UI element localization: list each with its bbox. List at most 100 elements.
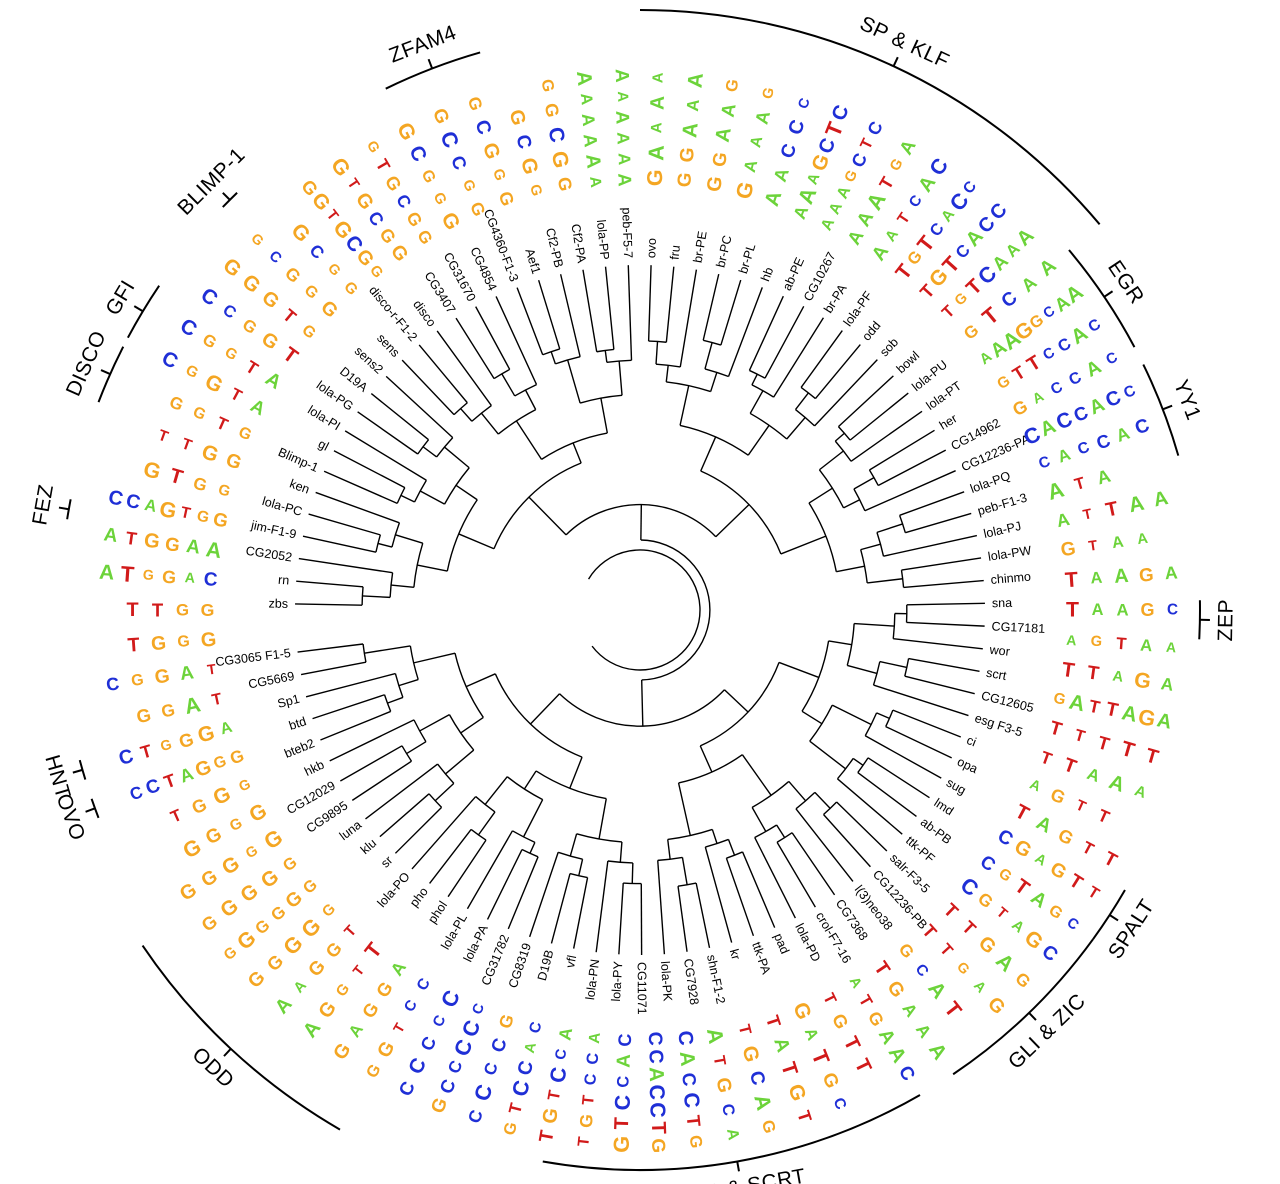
tree-branch [501,373,516,397]
tree-branch [843,499,860,509]
motif-letter: G [326,153,356,181]
motif-letter: G [159,699,176,721]
motif-letter: A [271,993,297,1018]
tree-branch [550,873,571,944]
motif-letter: A [770,166,793,185]
bracket-arc [127,285,160,339]
motif-letter: T [344,176,362,192]
motif-letter: A [833,183,854,202]
tree-branch [340,745,403,782]
family-label: SP & KLF [856,12,953,73]
motif-letter: A [898,1000,921,1021]
motif-letter: C [392,191,416,212]
motif-letter: T [168,806,185,827]
motif-letter: G [882,977,909,1002]
motif-letter: G [427,1095,452,1117]
motif-letter: T [1064,567,1079,592]
tree-branch [648,340,667,343]
tree-branch [704,846,733,943]
tree-branch [411,796,477,870]
motif-letter: T [1100,848,1120,872]
bracket-arc [97,346,125,403]
leaf-label: disco [410,298,439,330]
leaf-label: ken [288,477,312,497]
tree-branch [711,829,718,844]
tree-branch [834,432,845,442]
motif-letter: G [495,189,518,209]
leaf-label: br-PC [714,234,735,269]
tree-branch [906,602,985,606]
motif-letter: G [143,529,162,553]
motif-letter: A [204,537,223,563]
motif-letter: G [316,297,341,322]
motif-letter: T [1073,726,1088,746]
motif-letter: G [257,865,283,893]
motif-letter: C [404,1054,431,1078]
tree-branch [600,398,609,434]
leaf-label: CG17181 [991,619,1045,635]
motif-letter: G [1133,668,1153,694]
motif-letter: A [1164,562,1178,583]
leaf-label: bteb2 [282,736,316,761]
leaf-label: Cf2-PA [568,223,588,265]
family-label: ZFAM4 [386,21,460,68]
motif-letter: G [301,282,322,303]
bracket-tick [892,56,899,67]
motif-letter: C [544,125,569,144]
motif-letter: A [1055,445,1073,467]
motif-letter: A [1027,777,1043,796]
motif-letter: G [298,322,318,343]
tree-branch [598,798,607,840]
motif-letter: A [586,175,604,188]
tree-branch [814,344,861,400]
motif-letter: A [761,188,787,209]
motif-letter: G [677,146,699,163]
tree-branch [524,389,537,410]
leaf-label: fru [668,244,683,260]
tree-branch [566,359,581,404]
tree-branch [572,442,582,464]
tree-branch [351,760,412,801]
motif-letter: T [710,1054,729,1067]
tree-branch [702,273,720,341]
bracket-arc [542,1094,921,1171]
motif-letter: A [612,110,633,124]
bracket-arc [66,499,72,520]
motif-letter: G [198,866,222,892]
motif-letter: C [364,208,388,230]
motif-letter: G [1138,564,1154,586]
motif-letter: G [430,190,449,207]
motif-letter: A [1008,917,1027,936]
motif-letter: G [189,794,210,818]
motif-letter: G [257,328,282,355]
tree-branch [749,369,766,379]
motif-letter: A [675,1050,699,1067]
motif-letter: C [828,102,854,124]
tree-branch [679,385,690,426]
motif-letter: G [895,940,918,962]
motif-letter: C [611,1094,636,1110]
motif-letter: G [526,183,544,198]
tree-branch [677,886,688,952]
tree-branch [905,512,972,534]
motif-letter: A [577,92,596,106]
tree-branch [400,494,415,503]
motif-letter: C [414,975,434,993]
motif-letter: G [200,629,217,652]
motif-letter: T [545,1089,564,1102]
motif-letter: C [644,1049,666,1064]
motif-letter: G [366,263,386,282]
tree-branch [794,392,809,410]
motif-letter: G [1136,704,1158,732]
tree-branch [818,450,844,471]
motif-letter: G [807,151,834,174]
bracket-tick [427,58,434,69]
tree-branch [559,274,581,357]
motif-letter: A [615,153,634,166]
leaf-label: sens [374,331,402,360]
tree-branch [323,470,398,505]
